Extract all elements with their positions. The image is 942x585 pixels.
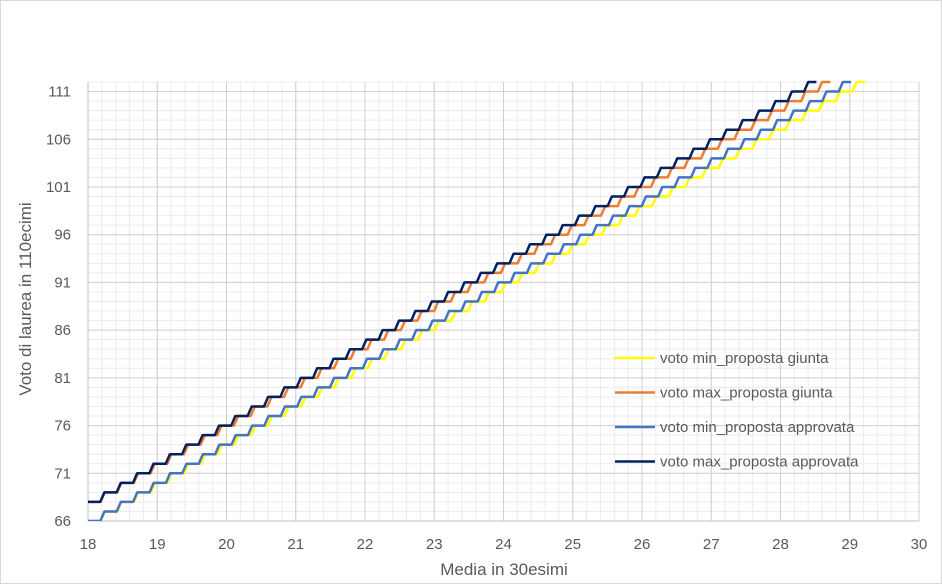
x-tick-label: 26 xyxy=(634,536,651,553)
x-tick-label: 24 xyxy=(495,536,512,553)
x-tick-label: 25 xyxy=(564,536,581,553)
x-tick-labels: 18 19 20 21 22 23 24 25 26 27 28 29 30 xyxy=(80,536,928,553)
legend-label-4: voto max_proposta approvata xyxy=(660,454,859,471)
x-tick-label: 22 xyxy=(357,536,374,553)
y-tick-label: 106 xyxy=(46,131,71,148)
x-tick-label: 29 xyxy=(841,536,858,553)
x-axis-title: Media in 30esimi xyxy=(440,560,568,579)
series-line-3 xyxy=(88,80,852,521)
y-tick-labels: 66 71 76 81 86 91 96 101 106 111 xyxy=(46,84,71,530)
y-tick-label: 71 xyxy=(54,465,71,482)
y-axis-title: Voto di laurea in 110ecimi xyxy=(16,202,35,395)
legend-label-2: voto max_proposta giunta xyxy=(660,385,833,402)
y-tick-label: 86 xyxy=(54,322,71,339)
y-tick-label: 66 xyxy=(54,513,71,530)
series-line-4 xyxy=(88,80,817,504)
y-tick-label: 91 xyxy=(54,274,71,291)
y-tick-label: 101 xyxy=(46,179,71,196)
x-tick-label: 20 xyxy=(218,536,235,553)
x-tick-label: 23 xyxy=(426,536,443,553)
y-tick-label: 96 xyxy=(54,227,71,244)
legend-label-3: voto min_proposta approvata xyxy=(660,419,855,436)
y-tick-label: 111 xyxy=(48,84,71,101)
legend-label-1: voto min_proposta giunta xyxy=(660,350,829,367)
x-tick-label: 21 xyxy=(287,536,304,553)
x-tick-label: 27 xyxy=(703,536,720,553)
y-tick-label: 76 xyxy=(54,418,71,435)
x-tick-label: 30 xyxy=(911,536,928,553)
series-layer xyxy=(88,80,866,521)
y-tick-label: 81 xyxy=(54,370,71,387)
x-tick-label: 19 xyxy=(149,536,166,553)
x-tick-label: 28 xyxy=(772,536,789,553)
legend: voto min_proposta giunta voto max_propost… xyxy=(615,350,859,471)
x-tick-label: 18 xyxy=(80,536,97,553)
